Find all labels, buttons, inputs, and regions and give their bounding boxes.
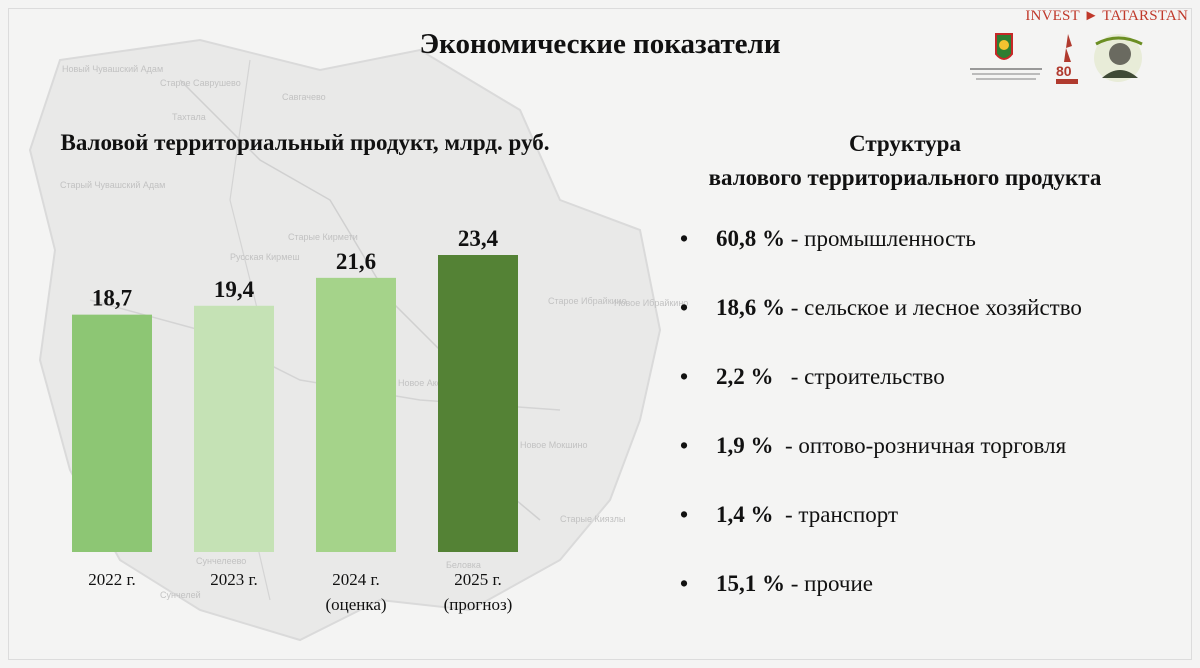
category-tick-label: 2022 г.: [88, 570, 136, 589]
structure-item-label: - сельское и лесное хозяйство: [785, 295, 1082, 320]
structure-item-percent: 18,6 %: [716, 295, 785, 320]
bar-1: [72, 314, 152, 552]
bar-4: [438, 255, 518, 552]
structure-item: • 18,6 % - сельское и лесное хозяйство: [680, 291, 1190, 360]
map-label: Старое Саврушево: [160, 78, 241, 88]
structure-item-label: - строительство: [773, 364, 945, 389]
category-tick-label: (прогноз): [444, 595, 513, 614]
bar-3: [316, 277, 396, 552]
structure-item-percent: 1,4 %: [716, 502, 774, 527]
structure-item: • 60,8 % - промышленность: [680, 222, 1190, 291]
logo-group: 80: [968, 32, 1158, 88]
map-label: Старые Кирмети: [288, 232, 358, 242]
map-label: Новое Ибрайкино: [614, 298, 689, 308]
bar-value-label: 21,6: [336, 249, 376, 274]
hasan-tufan-portrait-icon: [1094, 34, 1143, 82]
map-label: Сунчелеево: [196, 556, 247, 566]
structure-item: • 15,1 % - прочие: [680, 567, 1190, 636]
bullet-icon: •: [680, 364, 689, 389]
map-label: Савгачево: [282, 92, 326, 102]
map-label: Старое Ибрайкино: [548, 296, 627, 306]
category-tick-label: 2023 г.: [210, 570, 258, 589]
map-label: Старый Чувашский Адам: [60, 180, 166, 190]
structure-item-percent: 15,1 %: [716, 571, 785, 596]
structure-item-label: - промышленность: [785, 226, 976, 251]
victory-80-emblem-icon: 80: [1056, 34, 1078, 84]
bar-value-label: 18,7: [92, 286, 132, 311]
category-tick-label: 2024 г.: [332, 570, 380, 589]
structure-item-label: - оптово-розничная торговля: [773, 433, 1067, 458]
chart-title: Валовой территориальный продукт, млрд. р…: [20, 126, 590, 160]
structure-item: • 2,2 % - строительство: [680, 360, 1190, 429]
map-label: Сунчелей: [160, 590, 201, 600]
district-coat-of-arms-icon: [970, 33, 1042, 80]
structure-title-line2: валового территориального продукта: [708, 165, 1102, 190]
bullet-icon: •: [680, 433, 689, 458]
map-label: Тахтала: [172, 112, 206, 122]
map-label: Новое Мокшино: [520, 440, 588, 450]
svg-text:80: 80: [1056, 63, 1072, 79]
map-label: Новый Чувашский Адам: [62, 64, 164, 74]
bar-value-label: 19,4: [214, 277, 255, 302]
structure-list: • 60,8 % - промышленность • 18,6 % - сельс…: [680, 222, 1190, 636]
structure-item-percent: 2,2 %: [716, 364, 774, 389]
structure-item: • 1,9 % - оптово-розничная торговля: [680, 429, 1190, 498]
map-label: Старые Киязлы: [560, 514, 626, 524]
map-label: Беловка: [446, 560, 481, 570]
bullet-icon: •: [680, 295, 689, 320]
structure-item-label: - транспорт: [773, 502, 899, 527]
structure-item-percent: 60,8 %: [716, 226, 785, 251]
bar-value-label: 23,4: [458, 226, 499, 251]
bar-2: [194, 305, 274, 552]
page-title: Экономические показатели: [419, 28, 781, 60]
slide-frame: [8, 8, 1192, 660]
structure-item: • 1,4 % - транспорт: [680, 498, 1190, 567]
map-label: Новое Аксубаево: [398, 378, 471, 388]
bullet-icon: •: [680, 502, 689, 527]
bullet-icon: •: [680, 571, 689, 596]
structure-item-percent: 1,9 %: [716, 433, 774, 458]
structure-title: Структура валового территориального прод…: [660, 127, 1150, 195]
invest-tatarstan-brand: INVEST ► TATARSTAN: [1025, 8, 1188, 24]
structure-title-line1: Структура: [849, 131, 961, 156]
chart-title-text: Валовой территориальный продукт, млрд. р…: [60, 130, 550, 155]
category-tick-label: 2025 г.: [454, 570, 502, 589]
category-tick-label: (оценка): [325, 595, 386, 614]
bullet-icon: •: [680, 226, 689, 251]
structure-item-label: - прочие: [785, 571, 873, 596]
map-label: Русская Кирмеш: [230, 252, 300, 262]
